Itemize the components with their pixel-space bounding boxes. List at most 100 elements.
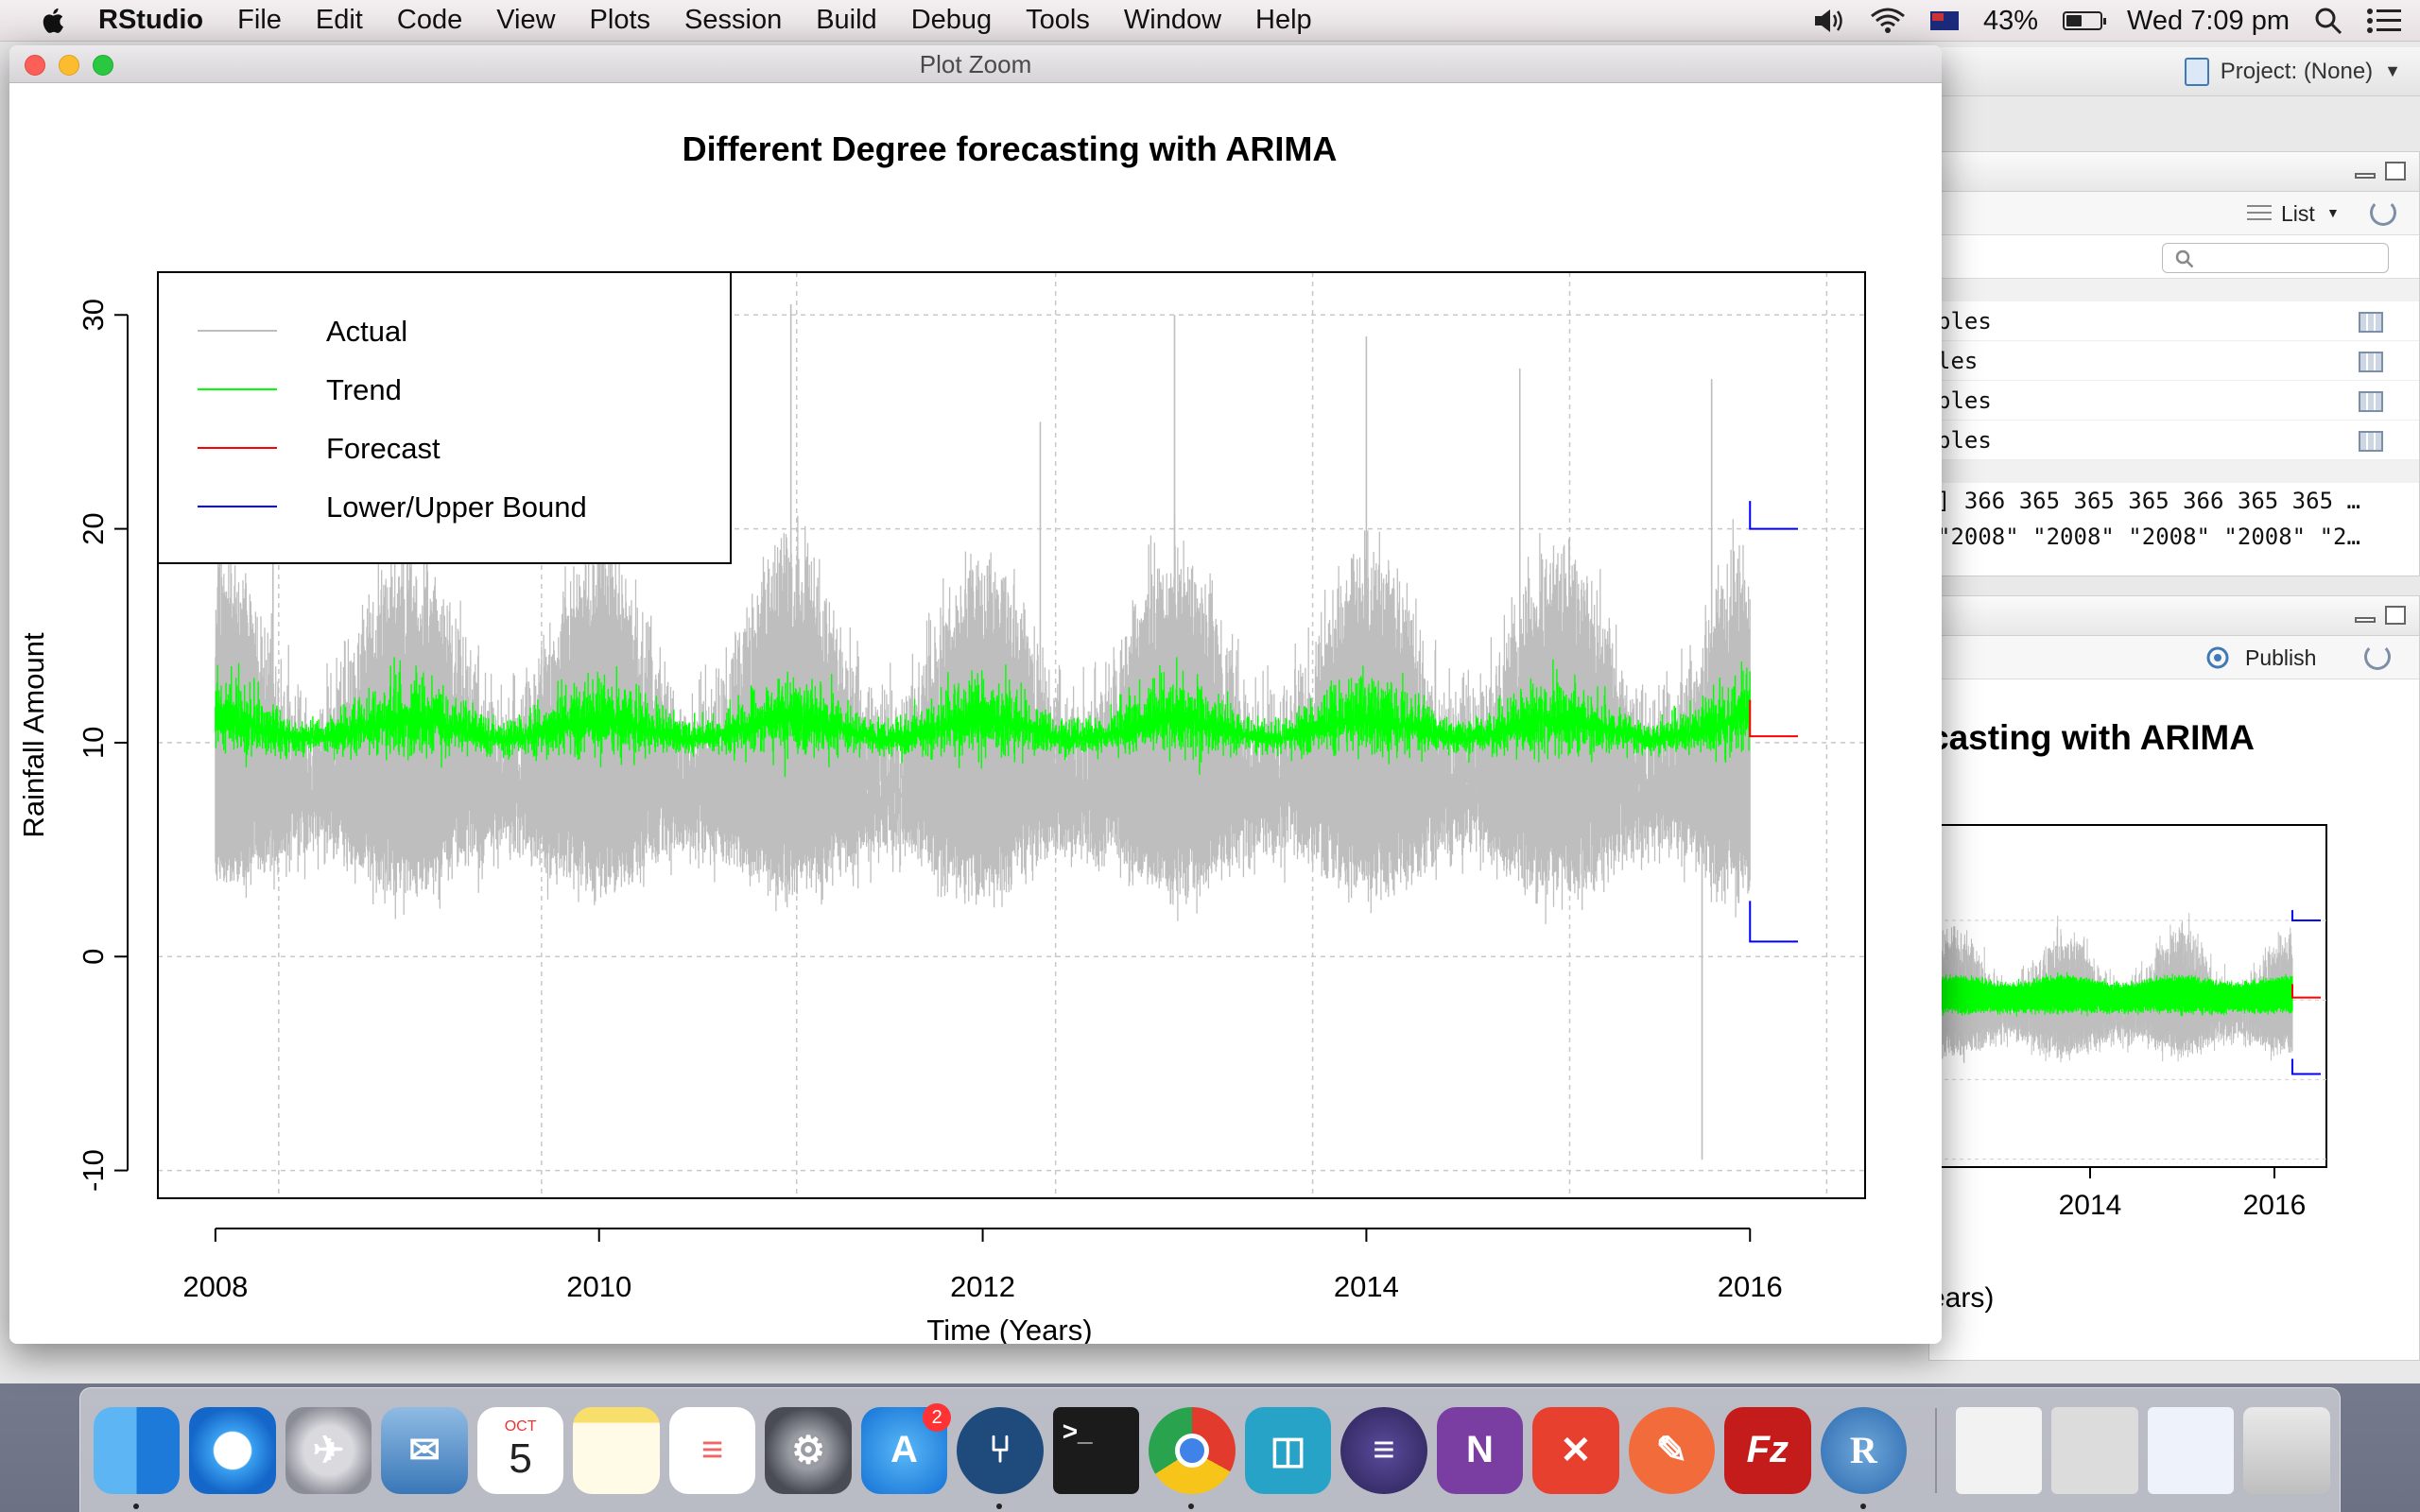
search-icon <box>2175 249 2194 268</box>
menu-tools[interactable]: Tools <box>1026 5 1090 35</box>
x-tick-label: 2008 <box>182 1270 248 1303</box>
plot-area: Different Degree forecasting with ARIMA … <box>9 83 1942 1344</box>
running-indicator <box>1859 1503 1866 1509</box>
calendar-day: 5 <box>509 1435 532 1482</box>
mail-icon[interactable]: ✉ <box>381 1406 468 1494</box>
launchpad-icon[interactable]: ✈ <box>285 1406 372 1494</box>
project-icon <box>2184 57 2209 86</box>
y-axis-label: Rainfall Amount <box>17 632 50 838</box>
chrome-icon[interactable] <box>1149 1406 1236 1509</box>
close-window-icon[interactable] <box>25 55 45 76</box>
menu-edit[interactable]: Edit <box>315 5 363 35</box>
spotlight-search-icon[interactable] <box>2314 7 2342 35</box>
table-view-icon[interactable] <box>2359 391 2383 412</box>
publish-button[interactable]: Publish <box>2245 645 2317 670</box>
eclipse-icon[interactable]: ≡ <box>1340 1406 1427 1494</box>
plot-zoom-titlebar[interactable]: Plot Zoom <box>9 45 1942 83</box>
plots-pane-header <box>1929 596 2419 636</box>
table-view-icon[interactable] <box>2359 312 2383 333</box>
calendar-icon[interactable]: OCT 5 <box>476 1406 564 1494</box>
rstudio-toolbar: Project: (None) ▼ <box>1928 47 2420 96</box>
plot-preview-series <box>1929 910 2326 1160</box>
tower-icon[interactable]: ◫ <box>1244 1406 1332 1494</box>
refresh-plot-icon[interactable] <box>2364 644 2391 670</box>
volume-icon[interactable] <box>1813 7 1845 35</box>
notes-icon[interactable] <box>573 1406 660 1494</box>
maximize-pane-icon[interactable] <box>2385 606 2406 625</box>
sourcetree-icon[interactable]: ⑂ <box>957 1406 1044 1509</box>
reminders-icon[interactable]: ≡ <box>668 1406 756 1494</box>
menu-help[interactable]: Help <box>1255 5 1312 35</box>
environment-row[interactable]: ples <box>1929 421 2419 460</box>
legend-label: Actual <box>326 315 407 348</box>
menubar: RStudio File Edit Code View Plots Sessio… <box>0 0 2420 42</box>
maximize-pane-icon[interactable] <box>2385 162 2406 180</box>
view-mode-dropdown[interactable]: List <box>2281 201 2315 226</box>
refresh-environment-icon[interactable] <box>2370 199 2396 226</box>
menu-rstudio[interactable]: RStudio <box>98 5 204 35</box>
xmind-icon[interactable]: ✕ <box>1532 1406 1619 1494</box>
trend-series-line <box>215 657 1751 778</box>
env-var-name: ples <box>1937 308 1992 335</box>
rstudio-icon[interactable]: R <box>1820 1406 1908 1509</box>
table-view-icon[interactable] <box>2359 431 2383 452</box>
wifi-icon[interactable] <box>1870 7 1906 35</box>
plot-preview-tick-label: 2016 <box>2243 1190 2307 1221</box>
menu-build[interactable]: Build <box>816 5 877 35</box>
environment-toolbar: List ▼ <box>1929 192 2419 235</box>
minimize-pane-icon[interactable] <box>2355 173 2376 179</box>
running-indicator <box>996 1503 1003 1509</box>
input-source-flag-icon[interactable] <box>1930 11 1959 30</box>
trash-icon[interactable] <box>2243 1406 2330 1494</box>
pane-window-controls <box>2345 162 2406 180</box>
series-forecast-bounds <box>1749 501 1798 943</box>
upper-bound-line <box>1749 501 1798 530</box>
apple-logo-icon[interactable] <box>38 5 70 37</box>
running-indicator <box>1188 1503 1195 1509</box>
environment-row[interactable]: les <box>1929 341 2419 381</box>
menu-plots[interactable]: Plots <box>589 5 651 35</box>
documents-stack-icon[interactable] <box>2147 1406 2235 1494</box>
table-view-icon[interactable] <box>2359 352 2383 372</box>
x-tick-label: 2010 <box>566 1270 631 1303</box>
menu-view[interactable]: View <box>496 5 556 35</box>
x-tick-label: 2016 <box>1718 1270 1783 1303</box>
view-mode-chevron-icon[interactable]: ▼ <box>2326 205 2340 220</box>
menu-debug[interactable]: Debug <box>910 5 993 35</box>
postman-icon[interactable]: ✎ <box>1628 1406 1716 1494</box>
notification-center-icon[interactable] <box>2367 9 2401 33</box>
terminal-icon[interactable]: >_ <box>1052 1406 1140 1494</box>
zoom-window-icon[interactable] <box>93 55 113 76</box>
env-var-name: les <box>1937 348 1979 374</box>
environment-search-row <box>1929 235 2419 279</box>
system-preferences-icon[interactable]: ⚙ <box>765 1406 852 1494</box>
menu-session[interactable]: Session <box>684 5 783 35</box>
recent-document-icon[interactable] <box>2051 1406 2138 1494</box>
project-menu[interactable]: Project: (None) <box>2220 58 2374 84</box>
onenote-icon[interactable]: N <box>1436 1406 1524 1494</box>
chevron-down-icon[interactable]: ▼ <box>2384 61 2401 80</box>
environment-search-input[interactable] <box>2162 243 2389 273</box>
environment-row[interactable]: ples <box>1929 301 2419 341</box>
minimize-pane-icon[interactable] <box>2355 617 2376 623</box>
menu-window[interactable]: Window <box>1123 5 1222 35</box>
battery-icon[interactable] <box>2063 11 2107 30</box>
safari-icon[interactable] <box>189 1406 276 1494</box>
menu-file[interactable]: File <box>237 5 282 35</box>
env-var-name: ples <box>1937 427 1992 454</box>
menu-code[interactable]: Code <box>396 5 463 35</box>
filezilla-icon[interactable]: Fz <box>1724 1406 1811 1494</box>
minimize-window-icon[interactable] <box>59 55 79 76</box>
plot-preview-trend-line <box>1929 971 2293 1017</box>
lower-bound-line <box>1749 901 1798 943</box>
finder-icon[interactable] <box>94 1406 181 1509</box>
chart-axes: 2008 2010 2012 2014 2016 -10 0 10 20 30 <box>77 299 1783 1303</box>
battery-percent[interactable]: 43% <box>1983 5 2039 36</box>
downloads-stack-icon[interactable] <box>1956 1406 2043 1494</box>
window-controls <box>25 55 127 76</box>
x-axis-label: Time (Years) <box>926 1314 1092 1344</box>
menubar-clock[interactable]: Wed 7:09 pm <box>2127 5 2290 36</box>
environment-row[interactable]: ples <box>1929 381 2419 421</box>
legend-label: Lower/Upper Bound <box>326 490 587 524</box>
